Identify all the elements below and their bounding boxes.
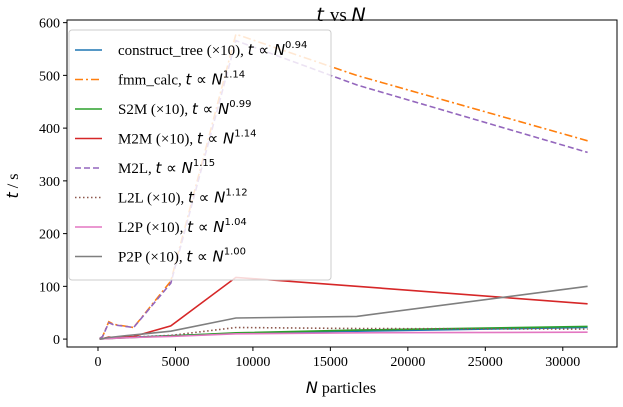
x-tick-label: 30000 [545,355,580,370]
legend: construct_tree (×10), t ∝ N0.94 fmm_calc,… [68,29,332,281]
x-tick-label: 15000 [313,355,348,370]
x-tick-label: 25000 [468,355,503,370]
x-tick-label: 20000 [390,355,425,370]
y-axis-label: t / s [3,174,22,199]
legend-label: M2L, t ∝ N1.15 [118,158,215,177]
y-tick-label: 400 [39,122,60,137]
legend-box [68,29,332,281]
legend-label: P2P (×10), t ∝ N1.00 [118,247,246,266]
series-line-8 [99,285,588,340]
x-tick-label: 10000 [235,355,270,370]
x-axis: 0 5000 10000 15000 20000 25000 30000 [94,347,580,370]
x-tick-label: 5000 [161,355,189,370]
legend-label: L2L (×10), t ∝ N1.12 [118,188,248,207]
y-tick-label: 200 [39,228,60,243]
legend-label: S2M (×10), t ∝ N0.99 [118,99,252,118]
y-tick-label: 0 [53,333,60,348]
chart-title: t vs N [316,4,365,26]
x-tick-label: 0 [94,355,101,370]
legend-label: fmm_calc, t ∝ N1.14 [118,70,245,89]
y-tick-label: 100 [39,280,60,295]
legend-label: M2M (×10), t ∝ N1.14 [118,129,257,148]
legend-label: L2P (×10), t ∝ N1.04 [118,217,247,236]
y-tick-label: 300 [39,175,60,190]
x-axis-label: N particles [306,378,376,397]
plot-lines [99,33,588,340]
y-tick-label: 500 [39,69,60,84]
plot-frame [66,19,618,348]
y-axis: 0 100 200 300 400 500 600 [39,17,67,348]
legend-label: construct_tree (×10), t ∝ N0.94 [118,40,307,59]
y-tick-label: 600 [39,17,60,32]
